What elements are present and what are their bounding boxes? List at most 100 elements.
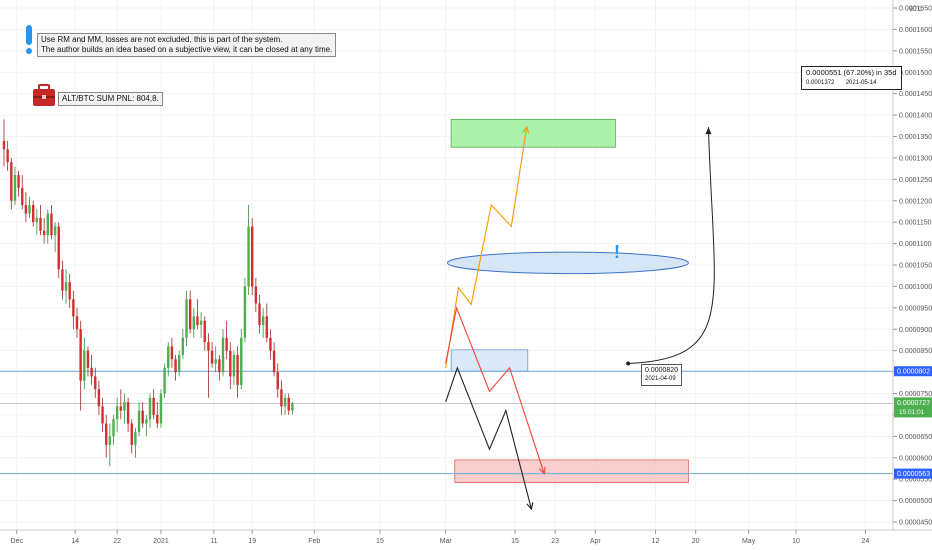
price-tick-label: 0.0000450	[899, 520, 932, 527]
time-tick-label: 14	[71, 538, 79, 545]
briefcase-icon	[33, 84, 55, 106]
time-tick-label: 24	[862, 538, 870, 545]
target-info-label[interactable]: 0.0000551 (67.20%) in 35d 0.0001372 2021…	[801, 66, 902, 90]
level-price-tag-text: 0.0000802	[897, 369, 930, 376]
zone-entry	[450, 349, 529, 372]
target-price: 0.0001372	[806, 80, 835, 86]
path-arrowhead	[538, 466, 546, 475]
disclaimer-note[interactable]: Use RM and MM, losses are not excluded, …	[37, 33, 337, 57]
time-tick-label: 15	[376, 538, 384, 545]
candle-body	[243, 286, 247, 338]
candle-body	[207, 342, 210, 351]
price-tick-label: 0.0001000	[899, 284, 932, 291]
candle-body	[75, 316, 79, 330]
candle-body	[10, 162, 13, 201]
target-date: 2021-05-14	[845, 80, 877, 86]
candle-body	[188, 299, 192, 330]
time-tick-label: Mar	[440, 538, 453, 545]
candle-body	[163, 367, 166, 394]
price-tick-label: 0.0001250	[899, 177, 932, 184]
candle-body	[247, 226, 250, 287]
candle-body	[32, 205, 35, 223]
time-tick-label: 19	[248, 538, 256, 545]
time-tick-label: 2021	[153, 538, 169, 545]
candle-body	[251, 226, 254, 287]
scenario-path	[445, 126, 528, 368]
price-tick-label: 0.0000650	[899, 434, 932, 441]
candle-body	[291, 403, 294, 411]
time-tick-label: Dec	[11, 538, 24, 545]
candle-body	[265, 316, 268, 338]
candle-body	[123, 402, 126, 411]
candle-body	[39, 217, 42, 231]
candle-body	[35, 217, 39, 223]
time-tick-label: 22	[113, 538, 121, 545]
candle-body	[53, 226, 57, 236]
candle-body	[68, 282, 71, 300]
time-tick-label: 11	[210, 538, 217, 545]
time-tick-label: 15	[511, 538, 519, 545]
candle-body	[108, 436, 112, 445]
candle-body	[283, 397, 287, 407]
target-headline: 0.0000551 (67.20%) in 35d	[806, 68, 897, 77]
price-tick-label: 0.0001500	[899, 70, 932, 77]
price-tick-label: 0.0001650	[899, 6, 932, 13]
candle-body	[141, 410, 144, 424]
price-tick-label: 0.0001350	[899, 134, 932, 141]
candles	[2, 119, 294, 467]
candle-body	[137, 410, 141, 433]
candle-body	[276, 372, 279, 390]
candle-body	[221, 337, 225, 373]
zone-alert	[446, 251, 689, 275]
zones	[446, 118, 689, 483]
candle-body	[174, 359, 177, 373]
candle-body	[64, 282, 68, 291]
path-arrowhead	[522, 125, 530, 134]
projection-curve	[628, 127, 715, 365]
candle-body	[90, 367, 93, 377]
disclaimer-line: The author builds an idea based on a sub…	[41, 45, 333, 54]
last-price-countdown: 15:01:01	[899, 409, 925, 416]
candle-body	[214, 359, 217, 364]
alert-mark: !	[614, 242, 620, 262]
candle-body	[17, 175, 20, 188]
start-point-label[interactable]: 0.0000820 2021-04-09	[641, 364, 683, 386]
candle-body	[79, 329, 82, 381]
candle-body	[272, 350, 276, 373]
candle-body	[159, 393, 163, 424]
candle-body	[105, 423, 108, 445]
candle-body	[134, 432, 137, 445]
price-tick-label: 0.0001100	[899, 241, 932, 248]
scenario-paths	[445, 125, 715, 511]
zone-stop	[454, 459, 689, 483]
candle-body	[196, 316, 199, 325]
pnl-label[interactable]: ALT/BTC SUM PNL: 804,8.	[58, 92, 163, 106]
disclaimer-line: Use RM and MM, losses are not excluded, …	[41, 35, 283, 44]
candle-body	[86, 350, 90, 368]
level-price-tag	[894, 366, 932, 377]
candle-body	[24, 205, 28, 214]
price-tick-label: 0.0001450	[899, 91, 932, 98]
candle-body	[156, 414, 159, 424]
candle-body	[232, 354, 236, 377]
candle-body	[280, 389, 283, 407]
candle-body	[97, 389, 101, 407]
time-axis[interactable]: Dec 14 22 2021 11 19 Feb 15 Mar 15 23 Apr 12 20 May 10 2…	[11, 530, 870, 545]
price-tags: 0.0000802 0.0000563 0.0000727 15:01:01	[894, 366, 932, 479]
candle-body	[61, 269, 64, 291]
price-tick-label: 0.0000550	[899, 477, 932, 484]
price-tick-label: 0.0001600	[899, 27, 932, 34]
time-tick-label: May	[742, 538, 756, 545]
last-price-text: 0.0000727	[897, 400, 930, 407]
candle-body	[210, 350, 214, 364]
candle-body	[119, 406, 122, 411]
path-arrowhead	[526, 502, 534, 511]
price-tick-label: 0.0000500	[899, 498, 932, 505]
candle-body	[269, 337, 272, 351]
candle-body	[192, 316, 195, 330]
candle-body	[42, 230, 46, 236]
candle-body	[240, 337, 243, 385]
candle-body	[6, 149, 9, 163]
